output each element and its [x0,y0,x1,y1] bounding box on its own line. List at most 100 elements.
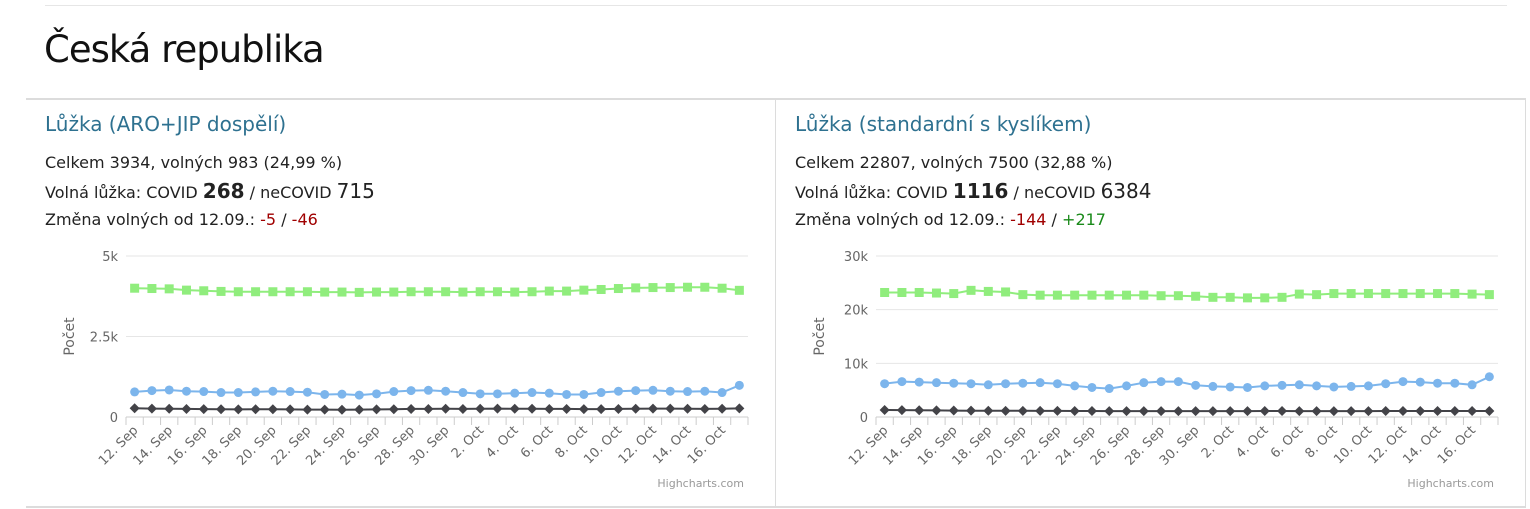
data-point [475,403,486,414]
data-point [406,287,416,297]
data-point [880,379,890,389]
y-tick-label: 0 [110,411,118,426]
data-point [1346,289,1356,299]
change-line: Změna volných od 12.09.: -5 / -46 [45,210,318,229]
data-point [1156,291,1166,301]
data-point [896,405,907,416]
data-point [527,403,538,414]
y-tick-label: 0 [860,411,868,426]
x-tick-label: 16. Oct [685,423,729,467]
data-point [198,404,209,415]
data-point [578,404,589,415]
data-point [700,386,710,396]
data-point [914,405,925,416]
data-point [1415,377,1425,387]
data-point [389,387,399,397]
data-point [596,388,606,398]
data-point [1018,378,1028,388]
data-point [1415,406,1426,417]
data-point [458,287,468,297]
data-point [579,285,589,295]
data-point [268,386,278,396]
free-separator: / neCOVID [1008,183,1101,202]
data-point [492,403,503,414]
data-point [966,379,976,389]
total-beds-text: Celkem 3934, volných 983 (24,99 %) [45,153,343,172]
change-covid-value: -144 [1010,210,1047,229]
data-point [181,285,191,295]
free-separator: / neCOVID [244,183,337,202]
data-point [734,285,744,295]
data-point [1328,406,1339,417]
data-point [1398,289,1408,299]
data-point [717,283,727,293]
data-point [613,284,623,294]
panel-icu-beds: Lůžka (ARO+JIP dospělí) Celkem 3934, vol… [26,100,776,506]
data-point [423,385,433,395]
data-point [665,386,675,396]
data-point [406,386,416,396]
y-axis-title: Počet [62,317,78,356]
x-tick-label: 6. Oct [1268,423,1306,461]
data-point [320,287,330,297]
data-point [1104,406,1115,417]
data-point [1156,377,1166,387]
data-point [665,283,675,293]
panel-oxygen-beds: Lůžka (standardní s kyslíkem) Celkem 228… [776,100,1526,506]
data-point [320,389,330,399]
data-point [406,403,417,414]
data-point [1433,289,1443,299]
data-point [181,403,192,414]
data-point [285,387,295,397]
x-tick-label: 2. Oct [1199,423,1237,461]
data-point [544,286,554,296]
data-point [1415,289,1425,299]
data-point [1242,382,1252,392]
data-point [130,283,140,293]
data-point [1450,378,1460,388]
credits-label: Highcharts.com [1407,477,1494,490]
data-point [1121,406,1132,417]
data-point [285,404,296,415]
data-point [1329,289,1339,299]
data-point [1225,382,1235,392]
data-point [683,387,693,397]
page-title: Česká republika [44,28,325,71]
data-point [966,405,977,416]
data-point [699,403,710,414]
credits-label: Highcharts.com [657,477,744,490]
data-point [613,386,623,396]
data-point [1018,290,1028,300]
data-point [1138,406,1149,417]
data-point [880,287,890,297]
data-point [613,403,624,414]
data-point [879,405,890,416]
x-tick-label: 2. Oct [449,423,487,461]
data-point [371,404,382,415]
data-point [948,405,959,416]
data-point [1087,290,1097,300]
data-point [233,388,243,398]
data-point [1363,289,1373,299]
data-point [1173,291,1183,301]
free-beds-line: Volná lůžka: COVID 1116 / neCOVID 6384 [795,179,1151,203]
y-tick-label: 10k [844,357,869,372]
data-point [544,403,555,414]
data-point [914,377,924,387]
data-point [441,386,451,396]
data-point [251,287,261,297]
data-point [1225,406,1236,417]
data-point [181,386,191,396]
data-point [216,286,226,296]
data-point [1484,372,1494,382]
data-point [1173,377,1183,387]
data-point [457,403,468,414]
data-point [233,404,244,415]
data-point [1294,380,1304,390]
data-point [1191,380,1201,390]
panel-title: Lůžka (standardní s kyslíkem) [795,112,1092,136]
free-covid-value: 268 [202,179,245,203]
data-point [354,404,365,415]
free-noncovid-value: 6384 [1100,179,1152,203]
data-point [1259,406,1270,417]
